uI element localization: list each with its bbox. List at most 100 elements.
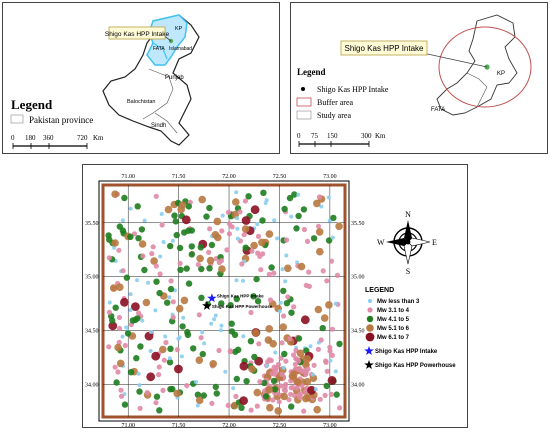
earthquake-points (105, 189, 343, 415)
earthquake-point (123, 274, 131, 281)
earthquake-point (313, 199, 321, 208)
earthquake-point (218, 300, 225, 307)
callout-leader (422, 52, 488, 68)
earthquake-point (245, 193, 252, 200)
x-tick-label-bottom: 73.00 (323, 423, 337, 429)
callout-label: Shigo Kas HPP Intake (344, 44, 424, 53)
earthquake-point (250, 293, 257, 300)
earthquake-point (137, 405, 143, 411)
earthquake-point (172, 218, 179, 225)
earthquake-point (174, 347, 180, 353)
earthquake-point (109, 317, 116, 324)
earthquake-point (136, 388, 143, 395)
legend-swatch-study-area (296, 110, 312, 120)
earthquake-point (219, 323, 224, 328)
region-label-islamabad: Islamabad (169, 46, 192, 52)
earthquake-point (279, 323, 287, 331)
earthquake-point (225, 209, 232, 215)
earthquake-point (159, 345, 167, 354)
earthquake-point (317, 396, 323, 402)
earthquake-point (242, 244, 249, 251)
earthquake-point (325, 301, 333, 309)
earthquake-point (116, 339, 122, 345)
earthquake-point (235, 226, 240, 231)
legend-title: Legend (297, 67, 326, 77)
earthquake-point (198, 265, 205, 273)
earthquake-point (177, 260, 183, 266)
legend-label-province: Pakistan province (29, 115, 93, 125)
earthquake-point (303, 378, 312, 386)
legend-title: LEGEND (365, 287, 394, 294)
earthquake-point (279, 371, 285, 377)
earthquake-point (116, 359, 125, 368)
earthquake-point (284, 264, 292, 273)
earthquake-point (281, 205, 288, 213)
earthquake-point (255, 222, 260, 227)
earthquake-point (254, 403, 260, 409)
earthquake-point (146, 280, 151, 285)
earthquake-point (228, 320, 235, 327)
earthquake-point (209, 321, 214, 326)
earthquake-point (107, 300, 112, 305)
earthquake-point (239, 361, 249, 371)
earthquake-point (195, 396, 204, 405)
y-tick-label-right: 34.50 (351, 329, 365, 335)
region-label-kp: KP (175, 26, 183, 32)
earthquake-point (290, 370, 298, 378)
region-label-kp: KP (497, 71, 505, 77)
earthquake-point (134, 203, 141, 210)
earthquake-point (278, 300, 283, 305)
earthquake-point (133, 355, 140, 362)
earthquake-point (171, 212, 178, 219)
earthquake-point (111, 190, 119, 198)
earthquake-point (276, 399, 282, 405)
earthquake-point (113, 379, 120, 386)
earthquake-point (167, 356, 172, 361)
earthquake-point (313, 387, 318, 392)
earthquake-point (257, 253, 263, 259)
earthquake-point (242, 198, 248, 204)
earthquake-point (248, 365, 256, 373)
scale-tick-0: 0 (11, 134, 15, 142)
earthquake-point (120, 334, 125, 339)
earthquake-point (280, 287, 287, 295)
x-tick-label-top: 71.50 (172, 174, 186, 180)
earthquake-point (179, 354, 184, 359)
earthquake-point (197, 244, 204, 251)
earthquake-point (239, 396, 249, 406)
earthquake-point (114, 343, 122, 352)
earthquake-point (167, 285, 175, 293)
earthquake-point (304, 238, 311, 244)
earthquake-point (327, 218, 332, 223)
earthquake-point (164, 205, 173, 214)
earthquake-point (247, 338, 255, 345)
earthquake-point (153, 278, 160, 285)
legend-label-intake: Shigo Kas HPP Intake (317, 85, 389, 94)
earthquake-point (272, 218, 277, 223)
earthquake-point (218, 265, 226, 273)
earthquake-point (116, 247, 122, 253)
scale-unit: Km (375, 132, 386, 140)
map-label-powerhouse: Shigo Kas HPP Powerhouse (212, 304, 273, 309)
earthquake-point (243, 378, 250, 385)
x-tick-label-top: 71.00 (121, 174, 135, 180)
earthquake-point (322, 392, 328, 398)
earthquake-point (115, 369, 121, 375)
earthquake-point (251, 353, 258, 361)
y-tick-label-right: 35.00 (351, 275, 365, 281)
earthquake-point (108, 321, 118, 331)
seismicity-map: 71.00 71.00 71.50 71.50 72.00 72.00 72.50 72.50… (85, 174, 456, 429)
earthquake-point (135, 278, 139, 283)
earthquake-point (238, 404, 245, 411)
earthquake-point (296, 192, 301, 197)
earthquake-point (333, 369, 338, 374)
earthquake-point (198, 195, 206, 204)
earthquake-point (203, 213, 210, 220)
earthquake-point (202, 341, 207, 346)
legend-swatch-magnitude (365, 332, 375, 342)
earthquake-point (122, 342, 128, 349)
earthquake-point (195, 356, 204, 364)
earthquake-point (173, 389, 181, 398)
earthquake-point (335, 222, 343, 231)
earthquake-point (300, 315, 310, 325)
